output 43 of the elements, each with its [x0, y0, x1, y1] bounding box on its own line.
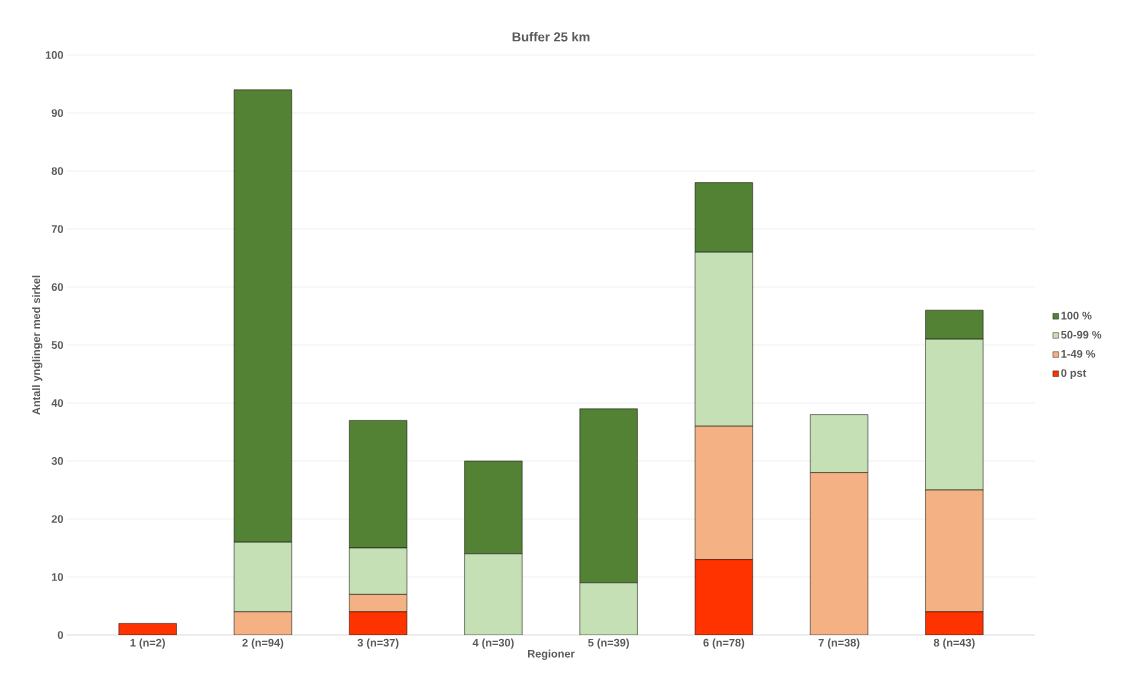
- legend-label: 1-49 %: [1061, 350, 1096, 358]
- y-tick-label: 10: [51, 573, 64, 581]
- bar: [694, 559, 753, 635]
- bar: [694, 251, 753, 427]
- bar: [233, 541, 292, 613]
- x-tick-label: 4 (n=30): [472, 638, 514, 649]
- x-tick-label: 1 (n=2): [130, 638, 165, 649]
- y-tick-label: 60: [51, 283, 64, 291]
- y-tick-label: 0: [57, 631, 64, 639]
- bar: [925, 338, 984, 491]
- x-tick-label: 6 (n=78): [703, 638, 745, 649]
- bar: [349, 420, 408, 549]
- y-tick-label: 90: [51, 109, 64, 117]
- bar: [810, 472, 869, 635]
- bar: [233, 611, 292, 635]
- bar: [579, 408, 638, 584]
- x-tick-label: 8 (n=43): [933, 638, 975, 649]
- y-tick-label: 80: [51, 167, 64, 175]
- bar: [925, 611, 984, 635]
- x-tick-label: 5 (n=39): [588, 638, 629, 649]
- bar: [810, 414, 869, 473]
- y-axis-title: Antall ynglinger med sirkel: [32, 275, 43, 415]
- bar: [925, 489, 984, 613]
- x-tick-label: 7 (n=38): [818, 638, 860, 649]
- x-tick-label: 2 (n=94): [242, 638, 284, 649]
- legend-label: 100 %: [1061, 311, 1092, 320]
- y-tick-label: 50: [51, 341, 64, 349]
- legend-label: 50-99 %: [1061, 330, 1102, 339]
- chart-title: Buffer 25 km: [512, 31, 590, 42]
- x-tick-label: 3 (n=37): [357, 638, 399, 649]
- bar: [349, 611, 408, 635]
- y-tick-label: 40: [51, 399, 64, 407]
- y-tick-label: 70: [51, 225, 64, 233]
- bar: [464, 553, 523, 635]
- legend-label: 0 pst: [1061, 369, 1087, 380]
- bar: [694, 425, 753, 560]
- bar: [464, 460, 523, 555]
- x-axis-title: Regioner: [527, 649, 575, 660]
- y-tick-label: 20: [51, 515, 64, 523]
- y-tick-label: 100: [45, 51, 64, 59]
- y-tick-label: 30: [51, 457, 64, 465]
- bar: [349, 547, 408, 595]
- bar: [579, 582, 638, 635]
